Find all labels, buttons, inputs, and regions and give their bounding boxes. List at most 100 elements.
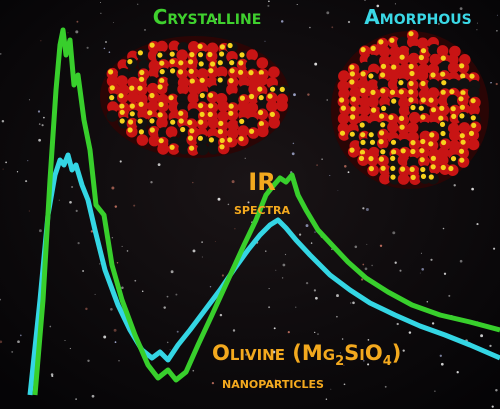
star [108,51,111,53]
star [51,375,54,378]
atom-highlight [458,96,464,102]
atom-highlight [420,138,426,145]
atom [177,83,189,95]
atom-highlight [108,69,114,75]
star [367,363,370,366]
star [379,244,383,247]
atom-highlight [170,119,176,125]
star [495,82,498,86]
atom [367,96,379,108]
atom [359,61,371,74]
atom-highlight [359,149,366,155]
star [90,230,94,233]
atom [116,75,128,87]
atom [256,57,269,69]
atom-highlight [340,105,346,111]
atom-highlight [258,109,264,116]
star [326,11,330,15]
atom [458,122,471,134]
star [134,279,137,282]
star [232,329,236,332]
atom [416,37,429,50]
atom [207,117,220,129]
star [292,142,295,145]
atom-highlight [118,93,124,99]
atom-highlight [439,105,445,111]
star [75,398,77,400]
star [69,200,72,204]
atom-highlight [269,111,275,117]
atom-highlight [157,84,163,90]
atom-highlight [380,165,386,171]
atom-highlight [199,111,205,117]
atom [397,36,409,49]
star [280,20,284,23]
star [2,168,4,170]
star [420,252,422,254]
atom [387,69,400,82]
atom [246,102,259,114]
atom-highlight [370,45,376,52]
star [118,360,120,362]
atom-highlight [389,37,395,43]
atom-highlight [208,92,214,98]
star [315,296,318,300]
star [28,210,30,212]
atom-highlight [391,98,397,104]
atom-highlight [157,112,163,118]
atom [216,66,228,78]
star [325,398,328,401]
atom-highlight [119,118,125,124]
atom [237,101,250,113]
olivine-sub: 4 [383,354,392,369]
atom [156,40,168,53]
star [71,185,74,189]
atom-highlight [238,60,244,66]
star [227,203,230,206]
atom-highlight [228,78,234,84]
star [273,327,276,330]
atom-highlight [238,136,244,142]
atom-highlight [188,59,194,65]
atom-highlight [138,129,144,135]
star [495,389,498,392]
star [476,29,478,31]
olivine-sub: 2 [335,354,344,369]
star [330,388,332,390]
atom-highlight [450,156,457,162]
star [91,394,95,398]
star [77,242,80,245]
star [221,274,224,277]
atom [167,84,179,96]
star [244,157,246,159]
atom-highlight [339,130,346,136]
star [293,93,296,97]
star [234,228,236,230]
atom [337,112,350,125]
atom-highlight [430,155,436,161]
atom-highlight [350,106,356,112]
star [38,229,42,233]
spectra-label: spectra [234,199,291,218]
atom-highlight [389,89,396,95]
star [219,313,223,317]
atom-highlight [408,63,414,70]
star [192,249,196,253]
atom-highlight [471,122,477,128]
atom-highlight [408,31,414,37]
atom [245,59,258,72]
atom-highlight [368,166,374,172]
atom-highlight [159,69,165,75]
atom-highlight [459,157,465,163]
star [157,163,161,167]
atom-highlight [208,103,214,109]
atom [257,99,270,112]
star [38,138,41,142]
star [94,293,96,295]
star [354,245,358,249]
star [100,12,102,14]
atom-highlight [419,148,425,154]
star [496,29,498,32]
atom-highlight [368,132,374,138]
